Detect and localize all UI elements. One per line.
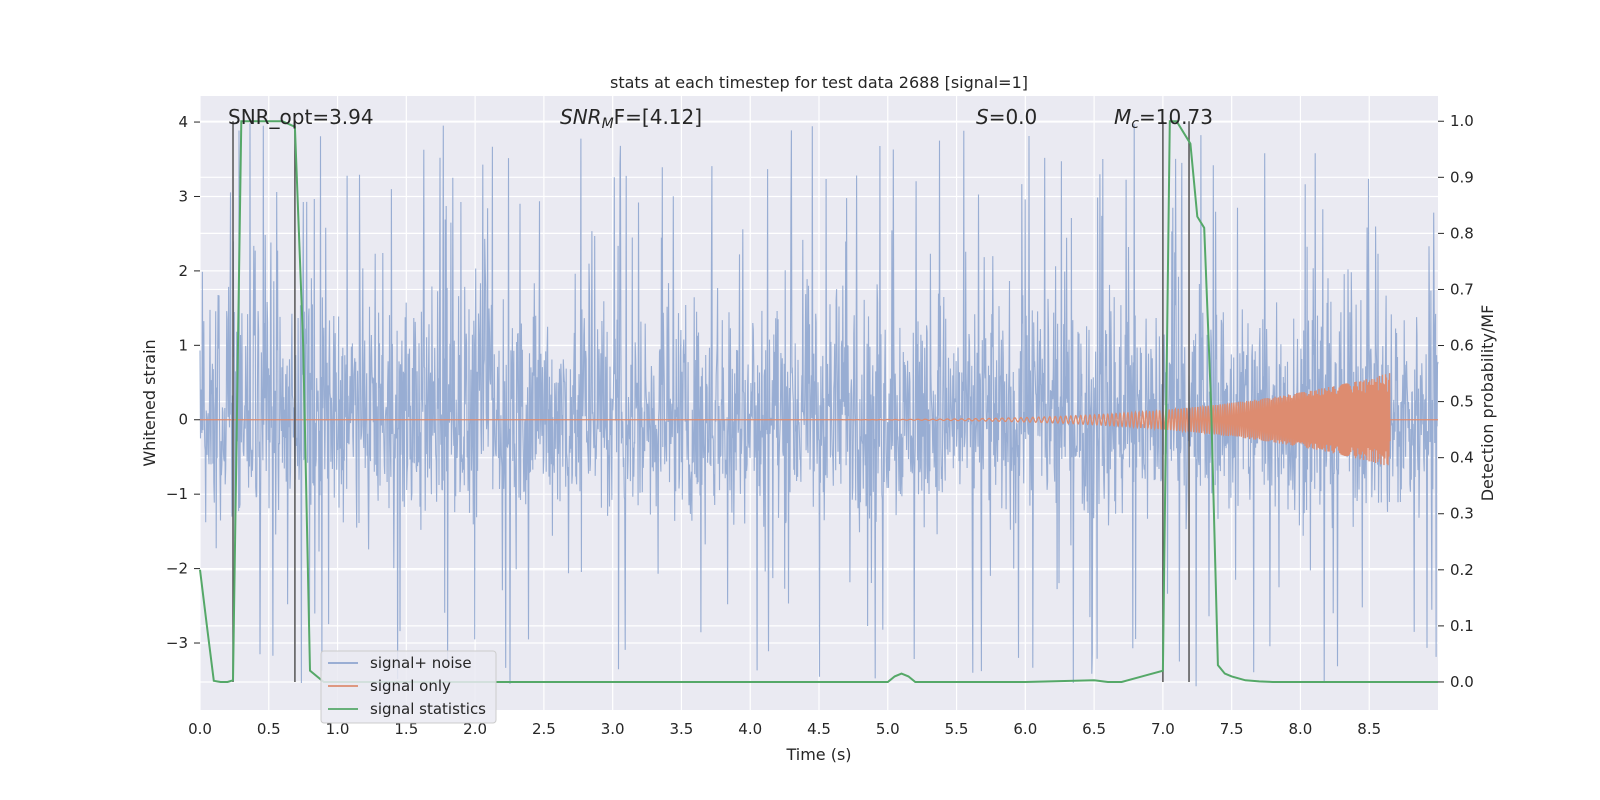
x-tick-label: 7.0 [1151, 720, 1175, 738]
x-tick-label: 7.5 [1220, 720, 1244, 738]
x-tick-label: 8.5 [1357, 720, 1381, 738]
legend-label-signal-statistics: signal statistics [370, 700, 486, 718]
x-tick-label: 5.0 [876, 720, 900, 738]
y-tick-label-right: 0.9 [1450, 168, 1474, 186]
legend-label-signal-plus-noise: signal+ noise [370, 654, 472, 672]
y-tick-label-left: 4 [178, 113, 188, 131]
annotation-s: S=0.0 [976, 105, 1037, 129]
y-tick-label-right: 1.0 [1450, 112, 1474, 130]
snr-mf-rest: F=[4.12] [614, 105, 702, 129]
y-tick-label-right: 0.2 [1450, 561, 1474, 579]
y-tick-label-left: 1 [178, 336, 188, 354]
y-tick-label-left: 3 [178, 187, 188, 205]
x-tick-labels: 0.0 0.5 1.0 1.5 2.0 2.5 3.0 3.5 4.0 4.5 5.0 5.5 6.0 6… [188, 720, 1381, 738]
x-tick-label: 1.0 [326, 720, 350, 738]
series-signal-only [200, 373, 1438, 466]
x-tick-label: 1.5 [394, 720, 418, 738]
x-tick-label: 3.5 [670, 720, 694, 738]
x-tick-label: 6.5 [1082, 720, 1106, 738]
y-tick-label-right: 0.6 [1450, 337, 1474, 355]
y-tick-label-right: 0.0 [1450, 673, 1474, 691]
annotation-mc: Mc=10.73 [1114, 105, 1213, 132]
annotation-snr-mf: SNRMF=[4.12] [560, 105, 702, 132]
x-tick-label: 3.0 [601, 720, 625, 738]
mc-rest: =10.73 [1139, 105, 1213, 129]
y-tick-label-right: 0.3 [1450, 505, 1474, 523]
snr-mf-base: SNR [560, 105, 602, 129]
y-tick-label-right: 0.8 [1450, 224, 1474, 242]
y-tick-label-right: 0.7 [1450, 280, 1474, 298]
vertical-markers [232, 121, 1190, 682]
x-tick-label: 2.5 [532, 720, 556, 738]
x-axis-label: Time (s) [785, 745, 851, 764]
x-tick-label: 4.0 [738, 720, 762, 738]
y-tick-label-left: −1 [166, 485, 188, 503]
y-tick-label-left: −2 [166, 560, 188, 578]
y-tick-label-right: 0.1 [1450, 617, 1474, 635]
x-tick-label: 2.0 [463, 720, 487, 738]
x-tick-label: 4.5 [807, 720, 831, 738]
series-signal-statistics-group [199, 120, 1438, 683]
y-tick-label-right: 0.5 [1450, 393, 1474, 411]
x-tick-label: 0.5 [257, 720, 281, 738]
series-line-signal-only [200, 373, 1438, 466]
legend-label-signal-only: signal only [370, 677, 451, 695]
x-tick-label: 0.0 [188, 720, 212, 738]
mc-var: M [1114, 105, 1131, 129]
y-axis-label-right: Detection probability/MF [1478, 305, 1497, 502]
y-tick-labels-left: −3 −2 −1 0 1 2 3 4 [166, 113, 200, 652]
annotation-snr-opt: SNR_opt=3.94 [228, 105, 374, 129]
y-tick-label-left: 2 [178, 262, 188, 280]
series-line-signal-statistics [199, 120, 1438, 683]
snr-mf-sub: M [602, 116, 614, 132]
s-rest: =0.0 [989, 105, 1038, 129]
y-tick-label-right: 0.4 [1450, 449, 1474, 467]
y-tick-label-left: −3 [166, 634, 188, 652]
y-tick-label-left: 0 [178, 411, 188, 429]
mc-sub: c [1131, 116, 1139, 132]
y-tick-labels-right: 0.0 0.1 0.2 0.3 0.4 0.5 0.6 0.7 0.8 0.9 1.0 [1438, 112, 1474, 691]
legend: signal+ noise signal only signal statist… [320, 650, 497, 724]
legend-box [320, 650, 497, 724]
chart-title: stats at each timestep for test data 268… [610, 73, 1028, 92]
y-axis-label-left: Whitened strain [140, 339, 159, 466]
x-tick-label: 6.0 [1013, 720, 1037, 738]
x-tick-label: 5.5 [945, 720, 969, 738]
x-tick-label: 8.0 [1289, 720, 1313, 738]
s-var: S [976, 105, 989, 129]
